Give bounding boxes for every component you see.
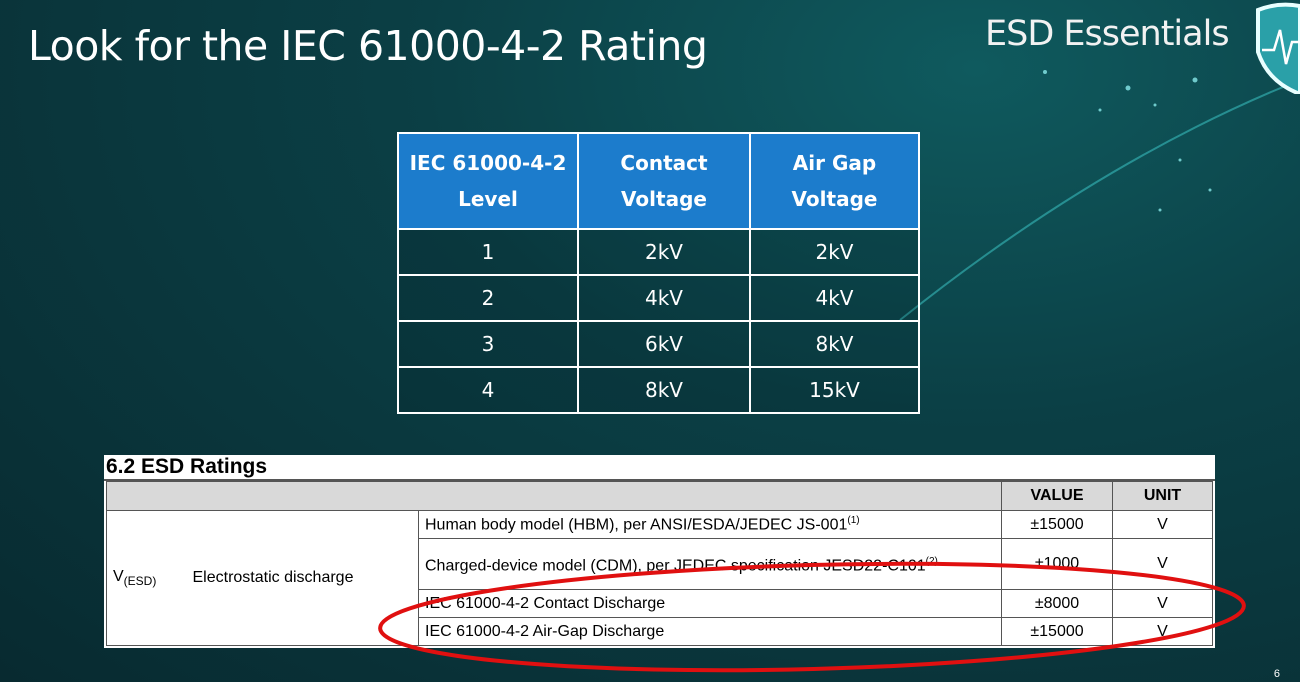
- header-level: IEC 61000-4-2 Level: [397, 132, 579, 230]
- condition-cell: IEC 61000-4-2 Contact Discharge: [418, 589, 1002, 618]
- header-air-gap-voltage: Air Gap Voltage: [749, 132, 920, 230]
- condition-cell: Human body model (HBM), per ANSI/ESDA/JE…: [418, 510, 1002, 539]
- value-cell: ±15000: [1001, 617, 1113, 646]
- cell-contact: 2kV: [577, 228, 751, 276]
- header-value: VALUE: [1001, 481, 1113, 511]
- condition-cell: IEC 61000-4-2 Air-Gap Discharge: [418, 617, 1002, 646]
- table-row: 4 8kV 15kV: [397, 366, 920, 414]
- header-blank: [106, 481, 1002, 511]
- header-unit: UNIT: [1112, 481, 1213, 511]
- cell-air-gap: 15kV: [749, 366, 920, 414]
- iec-level-table: IEC 61000-4-2 Level Contact Voltage Air Ga…: [397, 132, 920, 414]
- cell-level: 2: [397, 274, 579, 322]
- cell-level: 1: [397, 228, 579, 276]
- slide-title: Look for the IEC 61000-4-2 Rating: [28, 22, 708, 70]
- table-header-row: VALUE UNIT: [106, 481, 1213, 511]
- condition-cell: Charged-device model (CDM), per JEDEC sp…: [418, 538, 1002, 590]
- esd-ratings-table: VALUE UNIT V(ESD) Electrostatic discharg…: [106, 481, 1213, 646]
- shield-heartbeat-logo-icon: [1256, 2, 1300, 94]
- esd-ratings-excerpt: 6.2 ESD Ratings VALUE UNIT V(ESD) Electr…: [104, 455, 1215, 648]
- symbol-cell: V(ESD): [106, 510, 187, 646]
- page-number: 6: [1273, 668, 1280, 680]
- unit-cell: V: [1112, 538, 1213, 590]
- table-row: 1 2kV 2kV: [397, 228, 920, 276]
- cell-contact: 4kV: [577, 274, 751, 322]
- cell-air-gap: 2kV: [749, 228, 920, 276]
- table-row: 3 6kV 8kV: [397, 320, 920, 368]
- header-contact-voltage: Contact Voltage: [577, 132, 751, 230]
- table-header-row: IEC 61000-4-2 Level Contact Voltage Air Ga…: [397, 132, 920, 230]
- parameter-cell: Electrostatic discharge: [186, 510, 419, 646]
- unit-cell: V: [1112, 617, 1213, 646]
- cell-level: 3: [397, 320, 579, 368]
- brand-name: ESD Essentials: [985, 14, 1230, 54]
- cell-air-gap: 4kV: [749, 274, 920, 322]
- unit-cell: V: [1112, 589, 1213, 618]
- table-row: V(ESD) Electrostatic discharge Human bod…: [106, 510, 1213, 646]
- value-cell: ±8000: [1001, 589, 1113, 618]
- cell-air-gap: 8kV: [749, 320, 920, 368]
- esd-ratings-heading: 6.2 ESD Ratings: [104, 455, 1215, 481]
- unit-cell: V: [1112, 510, 1213, 539]
- cell-level: 4: [397, 366, 579, 414]
- value-cell: ±15000: [1001, 510, 1113, 539]
- cell-contact: 6kV: [577, 320, 751, 368]
- table-row: 2 4kV 4kV: [397, 274, 920, 322]
- value-cell: ±1000: [1001, 538, 1113, 590]
- cell-contact: 8kV: [577, 366, 751, 414]
